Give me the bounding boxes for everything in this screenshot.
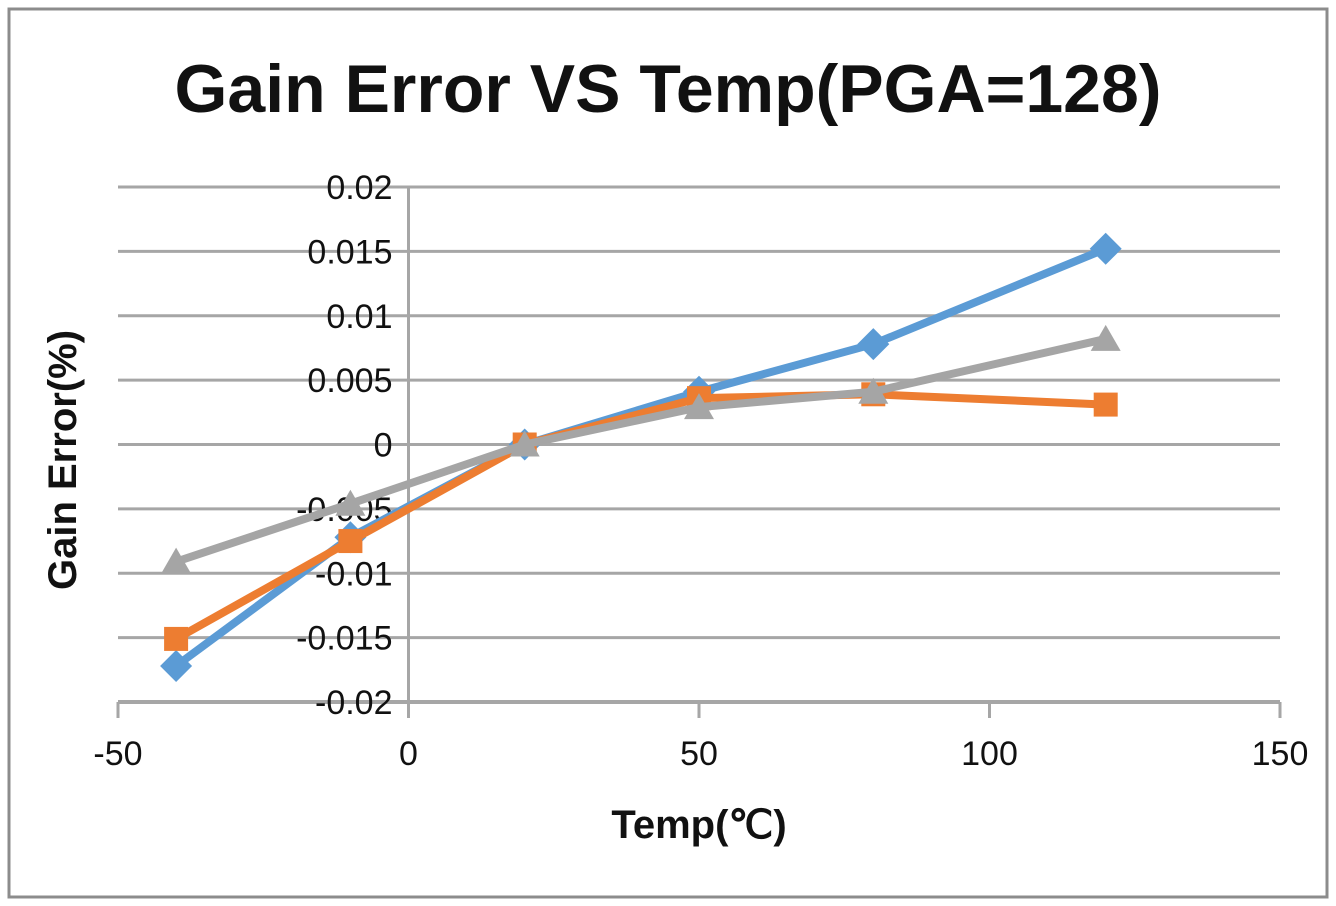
x-axis-title: Temp(℃) — [611, 803, 786, 847]
chart-title: Gain Error VS Temp(PGA=128) — [175, 51, 1162, 127]
blue-diamond-series-line — [172, 244, 1110, 670]
chart-border — [7, 7, 1329, 899]
triangle-marker — [684, 393, 714, 420]
y-tick-label: 0.005 — [307, 362, 392, 400]
axes — [116, 187, 1282, 718]
y-tick-label: -0.01 — [315, 555, 393, 593]
series-group — [160, 232, 1122, 682]
triangle-marker — [858, 377, 889, 404]
y-tick-label: 0.02 — [326, 169, 392, 207]
triangle-marker — [1090, 324, 1121, 351]
triangle-marker — [509, 430, 540, 457]
diamond-marker — [160, 649, 193, 682]
x-tick-label: -50 — [93, 735, 142, 773]
x-tick-label: 0 — [399, 735, 418, 773]
gray-triangle-series-line — [172, 334, 1110, 566]
diamond-marker — [857, 328, 890, 361]
triangle-marker — [161, 547, 192, 574]
y-tick-label: -0.015 — [296, 620, 392, 658]
square-marker — [338, 529, 363, 554]
square-marker — [1093, 392, 1118, 417]
x-tick-label: 150 — [1252, 735, 1309, 773]
diamond-marker — [1089, 232, 1122, 265]
y-tick-label: 0.015 — [307, 233, 392, 271]
square-marker — [164, 626, 189, 651]
y-axis-title: Gain Error(%) — [41, 330, 85, 590]
x-tick-label: 100 — [961, 735, 1018, 773]
x-tick-label: 50 — [680, 735, 718, 773]
orange-square-series-line — [172, 390, 1110, 643]
y-tick-label: 0.01 — [326, 298, 392, 336]
triangle-marker — [335, 489, 366, 516]
x-axis-tick-labels: -50 0 50 100 150 — [93, 735, 1308, 773]
series-gray-triangle-series — [161, 324, 1121, 574]
y-tick-label: -0.02 — [315, 684, 393, 722]
series-blue-diamond-series — [160, 232, 1122, 682]
y-tick-label: 0 — [374, 427, 393, 465]
